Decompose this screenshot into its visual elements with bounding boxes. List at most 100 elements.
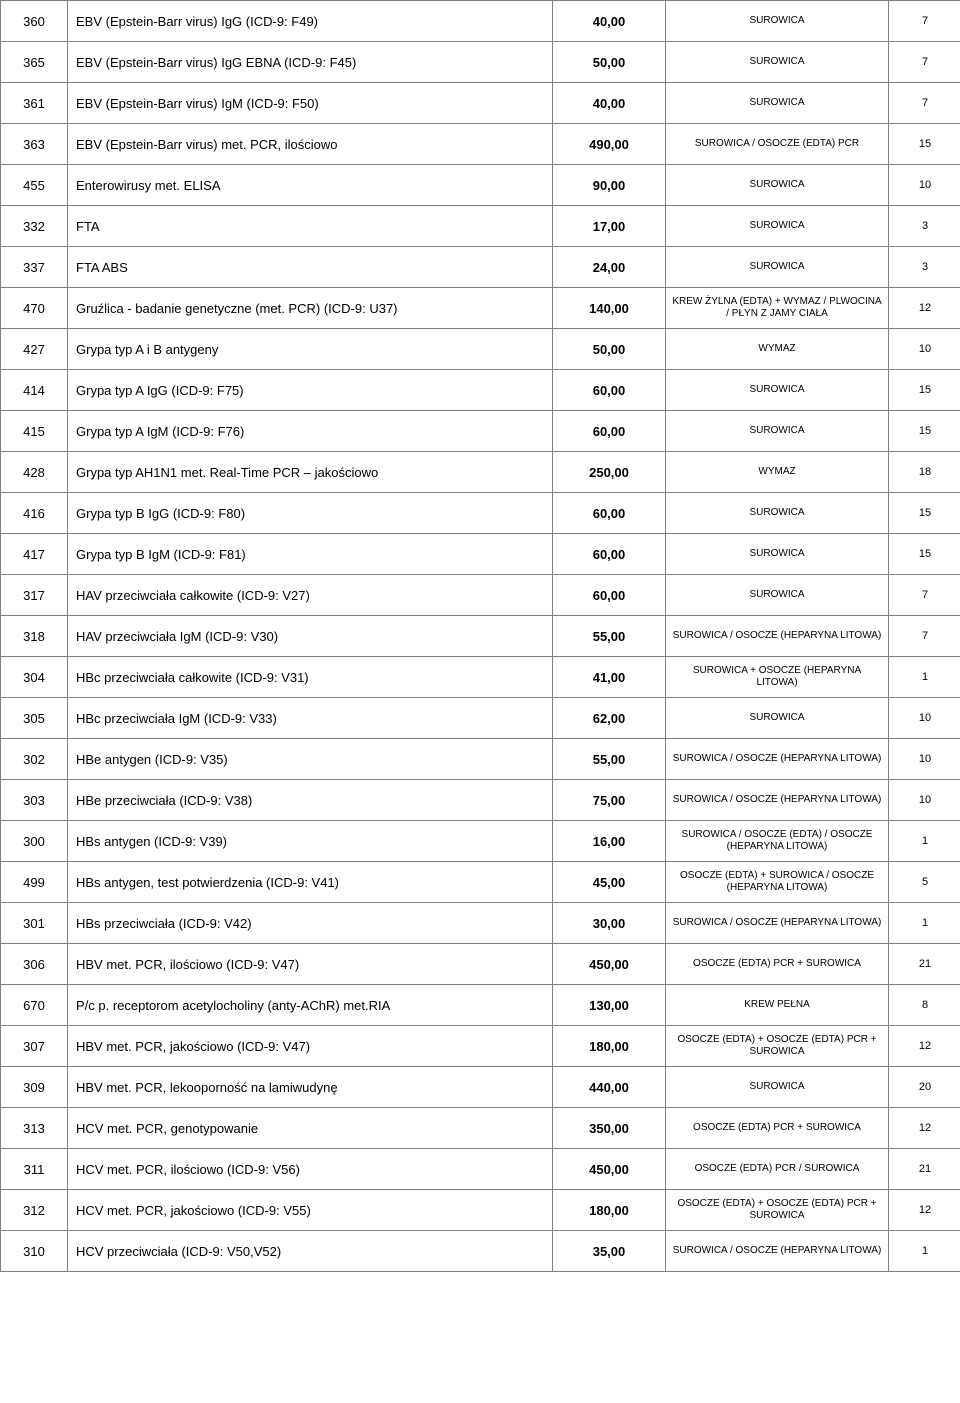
table-row: 363EBV (Epstein-Barr virus) met. PCR, il…	[1, 124, 960, 165]
cell-name: HBc przeciwciała IgM (ICD-9: V33)	[68, 698, 553, 739]
cell-code: 363	[1, 124, 68, 165]
cell-days: 15	[889, 534, 960, 575]
table-row: 317HAV przeciwciała całkowite (ICD-9: V2…	[1, 575, 960, 616]
cell-days: 1	[889, 657, 960, 698]
cell-days: 15	[889, 493, 960, 534]
cell-material: KREW ŻYLNA (EDTA) + WYMAZ / PLWOCINA / P…	[666, 288, 889, 329]
cell-material: OSOCZE (EDTA) + SUROWICA / OSOCZE (HEPAR…	[666, 862, 889, 903]
cell-price: 41,00	[553, 657, 666, 698]
cell-days: 7	[889, 1, 960, 42]
cell-days: 12	[889, 1026, 960, 1067]
cell-material: SUROWICA	[666, 206, 889, 247]
table-row: 310HCV przeciwciała (ICD-9: V50,V52)35,0…	[1, 1231, 960, 1272]
cell-days: 21	[889, 944, 960, 985]
cell-days: 5	[889, 862, 960, 903]
cell-code: 365	[1, 42, 68, 83]
cell-days: 8	[889, 985, 960, 1026]
cell-material: SUROWICA	[666, 493, 889, 534]
cell-price: 450,00	[553, 1149, 666, 1190]
cell-name: HBs przeciwciała (ICD-9: V42)	[68, 903, 553, 944]
cell-material: SUROWICA / OSOCZE (EDTA) PCR	[666, 124, 889, 165]
cell-price: 130,00	[553, 985, 666, 1026]
cell-code: 414	[1, 370, 68, 411]
cell-code: 416	[1, 493, 68, 534]
cell-days: 10	[889, 698, 960, 739]
cell-name: Grypa typ A i B antygeny	[68, 329, 553, 370]
cell-name: FTA	[68, 206, 553, 247]
cell-price: 440,00	[553, 1067, 666, 1108]
cell-price: 60,00	[553, 534, 666, 575]
cell-code: 306	[1, 944, 68, 985]
cell-code: 415	[1, 411, 68, 452]
cell-name: HBe antygen (ICD-9: V35)	[68, 739, 553, 780]
table-row: 313HCV met. PCR, genotypowanie350,00OSOC…	[1, 1108, 960, 1149]
cell-material: OSOCZE (EDTA) PCR + SUROWICA	[666, 1108, 889, 1149]
cell-code: 302	[1, 739, 68, 780]
cell-name: HBe przeciwciała (ICD-9: V38)	[68, 780, 553, 821]
cell-material: SUROWICA / OSOCZE (EDTA) / OSOCZE (HEPAR…	[666, 821, 889, 862]
cell-code: 303	[1, 780, 68, 821]
cell-price: 490,00	[553, 124, 666, 165]
cell-price: 350,00	[553, 1108, 666, 1149]
cell-code: 470	[1, 288, 68, 329]
cell-days: 10	[889, 739, 960, 780]
cell-material: SUROWICA	[666, 411, 889, 452]
cell-code: 301	[1, 903, 68, 944]
cell-price: 60,00	[553, 575, 666, 616]
cell-price: 40,00	[553, 1, 666, 42]
cell-code: 317	[1, 575, 68, 616]
cell-name: P/c p. receptorom acetylocholiny (anty-A…	[68, 985, 553, 1026]
cell-material: OSOCZE (EDTA) PCR / SUROWICA	[666, 1149, 889, 1190]
table-row: 300HBs antygen (ICD-9: V39)16,00SUROWICA…	[1, 821, 960, 862]
cell-price: 62,00	[553, 698, 666, 739]
table-row: 417Grypa typ B IgM (ICD-9: F81)60,00SURO…	[1, 534, 960, 575]
cell-name: HCV met. PCR, genotypowanie	[68, 1108, 553, 1149]
cell-code: 332	[1, 206, 68, 247]
cell-name: Enterowirusy met. ELISA	[68, 165, 553, 206]
table-row: 670P/c p. receptorom acetylocholiny (ant…	[1, 985, 960, 1026]
cell-name: HBV met. PCR, lekooporność na lamiwudynę	[68, 1067, 553, 1108]
cell-code: 337	[1, 247, 68, 288]
table-row: 427Grypa typ A i B antygeny50,00WYMAZ10	[1, 329, 960, 370]
table-row: 499HBs antygen, test potwierdzenia (ICD-…	[1, 862, 960, 903]
cell-name: FTA ABS	[68, 247, 553, 288]
cell-code: 417	[1, 534, 68, 575]
cell-days: 15	[889, 370, 960, 411]
cell-name: HCV met. PCR, jakościowo (ICD-9: V55)	[68, 1190, 553, 1231]
table-row: 365EBV (Epstein-Barr virus) IgG EBNA (IC…	[1, 42, 960, 83]
cell-material: SUROWICA / OSOCZE (HEPARYNA LITOWA)	[666, 616, 889, 657]
cell-code: 312	[1, 1190, 68, 1231]
table-row: 360EBV (Epstein-Barr virus) IgG (ICD-9: …	[1, 1, 960, 42]
cell-days: 12	[889, 1190, 960, 1231]
cell-days: 7	[889, 575, 960, 616]
cell-days: 20	[889, 1067, 960, 1108]
cell-price: 75,00	[553, 780, 666, 821]
cell-material: SUROWICA	[666, 83, 889, 124]
table-row: 416Grypa typ B IgG (ICD-9: F80)60,00SURO…	[1, 493, 960, 534]
cell-name: HBc przeciwciała całkowite (ICD-9: V31)	[68, 657, 553, 698]
cell-price: 90,00	[553, 165, 666, 206]
cell-material: WYMAZ	[666, 452, 889, 493]
cell-days: 3	[889, 206, 960, 247]
cell-days: 7	[889, 83, 960, 124]
cell-days: 12	[889, 288, 960, 329]
cell-material: OSOCZE (EDTA) + OSOCZE (EDTA) PCR + SURO…	[666, 1026, 889, 1067]
table-row: 311HCV met. PCR, ilościowo (ICD-9: V56)4…	[1, 1149, 960, 1190]
cell-days: 12	[889, 1108, 960, 1149]
cell-code: 305	[1, 698, 68, 739]
cell-name: Grypa typ A IgM (ICD-9: F76)	[68, 411, 553, 452]
cell-material: OSOCZE (EDTA) PCR + SUROWICA	[666, 944, 889, 985]
table-row: 470Gruźlica - badanie genetyczne (met. P…	[1, 288, 960, 329]
cell-name: EBV (Epstein-Barr virus) IgG EBNA (ICD-9…	[68, 42, 553, 83]
cell-name: Grypa typ B IgM (ICD-9: F81)	[68, 534, 553, 575]
cell-code: 360	[1, 1, 68, 42]
cell-days: 10	[889, 780, 960, 821]
cell-material: SUROWICA / OSOCZE (HEPARYNA LITOWA)	[666, 739, 889, 780]
table-row: 304HBc przeciwciała całkowite (ICD-9: V3…	[1, 657, 960, 698]
table-body: 360EBV (Epstein-Barr virus) IgG (ICD-9: …	[1, 1, 960, 1272]
cell-price: 450,00	[553, 944, 666, 985]
cell-material: SUROWICA / OSOCZE (HEPARYNA LITOWA)	[666, 903, 889, 944]
cell-price: 45,00	[553, 862, 666, 903]
cell-material: SUROWICA / OSOCZE (HEPARYNA LITOWA)	[666, 780, 889, 821]
cell-name: EBV (Epstein-Barr virus) IgM (ICD-9: F50…	[68, 83, 553, 124]
